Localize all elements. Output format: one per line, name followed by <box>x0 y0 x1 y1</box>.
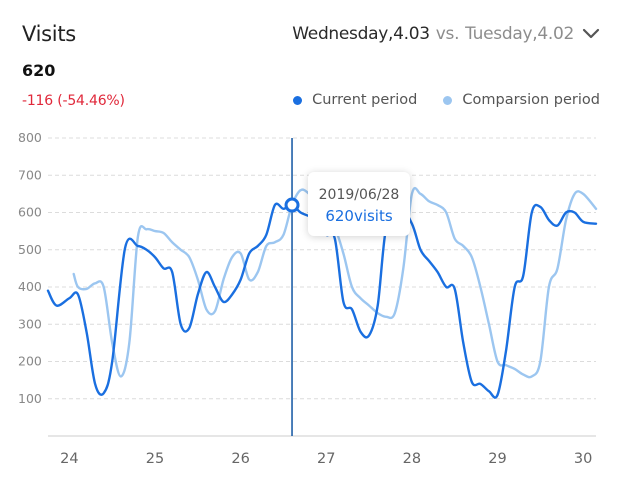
legend-item-current[interactable]: Current period <box>293 92 417 108</box>
y-tick-label: 700 <box>18 167 42 182</box>
tooltip-value: 620visits <box>325 207 393 225</box>
y-tick-label: 300 <box>18 316 42 331</box>
highlight-point-marker <box>284 197 300 213</box>
legend-current-dot <box>293 95 303 105</box>
chart-tooltip: 2019/06/28 620visits <box>308 172 410 236</box>
metric-delta: -116 (-54.46%) <box>22 93 125 109</box>
legend-current-label: Current period <box>312 92 418 108</box>
x-tick-label: 25 <box>146 451 164 467</box>
x-tick-label: 29 <box>488 451 506 467</box>
comparison-period-label: Tuesday,4.02 <box>465 24 574 44</box>
vs-label: vs. <box>435 24 460 44</box>
x-tick-label: 27 <box>317 451 335 467</box>
y-tick-label: 500 <box>18 242 42 257</box>
legend-comparison-dot <box>443 95 453 105</box>
legend-comparison-label: Comparsion period <box>462 92 600 108</box>
chart-legend: Current period Comparsion period <box>267 92 600 108</box>
current-period-label: Wednesday,4.03 <box>292 24 430 44</box>
x-tick-label: 26 <box>231 451 249 467</box>
metric-title: Visits <box>22 22 76 46</box>
x-tick-label: 28 <box>403 451 421 467</box>
y-tick-label: 600 <box>18 205 42 220</box>
y-tick-label: 400 <box>18 279 42 294</box>
chevron-down-icon[interactable] <box>582 28 600 40</box>
tooltip-date: 2019/06/28 <box>318 187 400 203</box>
metric-value: 620 <box>22 61 56 80</box>
period-compare-dropdown[interactable]: Wednesday,4.03 vs. Tuesday,4.02 <box>292 24 600 44</box>
y-tick-label: 100 <box>18 391 42 406</box>
y-tick-label: 200 <box>18 354 42 369</box>
x-tick-label: 24 <box>60 451 78 467</box>
y-tick-label: 800 <box>18 130 42 145</box>
x-tick-label: 30 <box>574 451 592 467</box>
legend-item-comparison[interactable]: Comparsion period <box>443 92 600 108</box>
